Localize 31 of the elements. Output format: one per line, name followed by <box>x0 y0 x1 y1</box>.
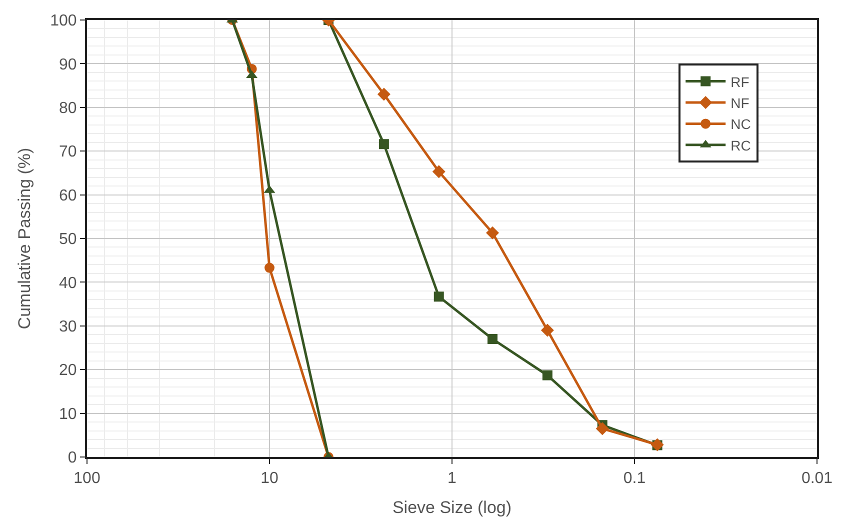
x-tick-label: 0.01 <box>801 470 833 488</box>
legend-label: RF <box>730 74 750 90</box>
x-axis-title: Sieve Size (log) <box>392 498 512 518</box>
point <box>486 226 499 240</box>
legend-label: NC <box>730 116 751 132</box>
x-tick-label: 0.1 <box>623 470 646 488</box>
y-tick-label: 20 <box>59 362 77 380</box>
point <box>377 88 390 101</box>
y-tick-label: 100 <box>50 12 77 30</box>
y-tick-label: 90 <box>59 56 77 74</box>
x-tick-label: 1 <box>448 470 457 488</box>
point <box>378 139 389 150</box>
point <box>596 422 609 436</box>
y-tick-label: 60 <box>59 187 77 204</box>
x-tick-label: 10 <box>260 470 278 488</box>
y-tick-label: 50 <box>59 231 77 248</box>
y-axis-title: Cumulative Passing (%) <box>15 148 34 330</box>
point <box>432 165 446 178</box>
legend-label: NF <box>730 94 750 111</box>
y-tick-label: 70 <box>59 144 77 161</box>
point <box>487 334 498 344</box>
y-tick-label: 0 <box>68 450 77 467</box>
y-tick-label: 30 <box>59 318 77 336</box>
point <box>540 324 554 337</box>
legend-label: RC <box>730 137 751 154</box>
y-tick-label: 40 <box>59 274 77 292</box>
point <box>434 292 444 302</box>
point <box>542 370 552 380</box>
y-tick-label: 10 <box>59 406 77 423</box>
x-tick-label: 100 <box>74 470 100 488</box>
y-tick-label: 80 <box>59 100 77 117</box>
